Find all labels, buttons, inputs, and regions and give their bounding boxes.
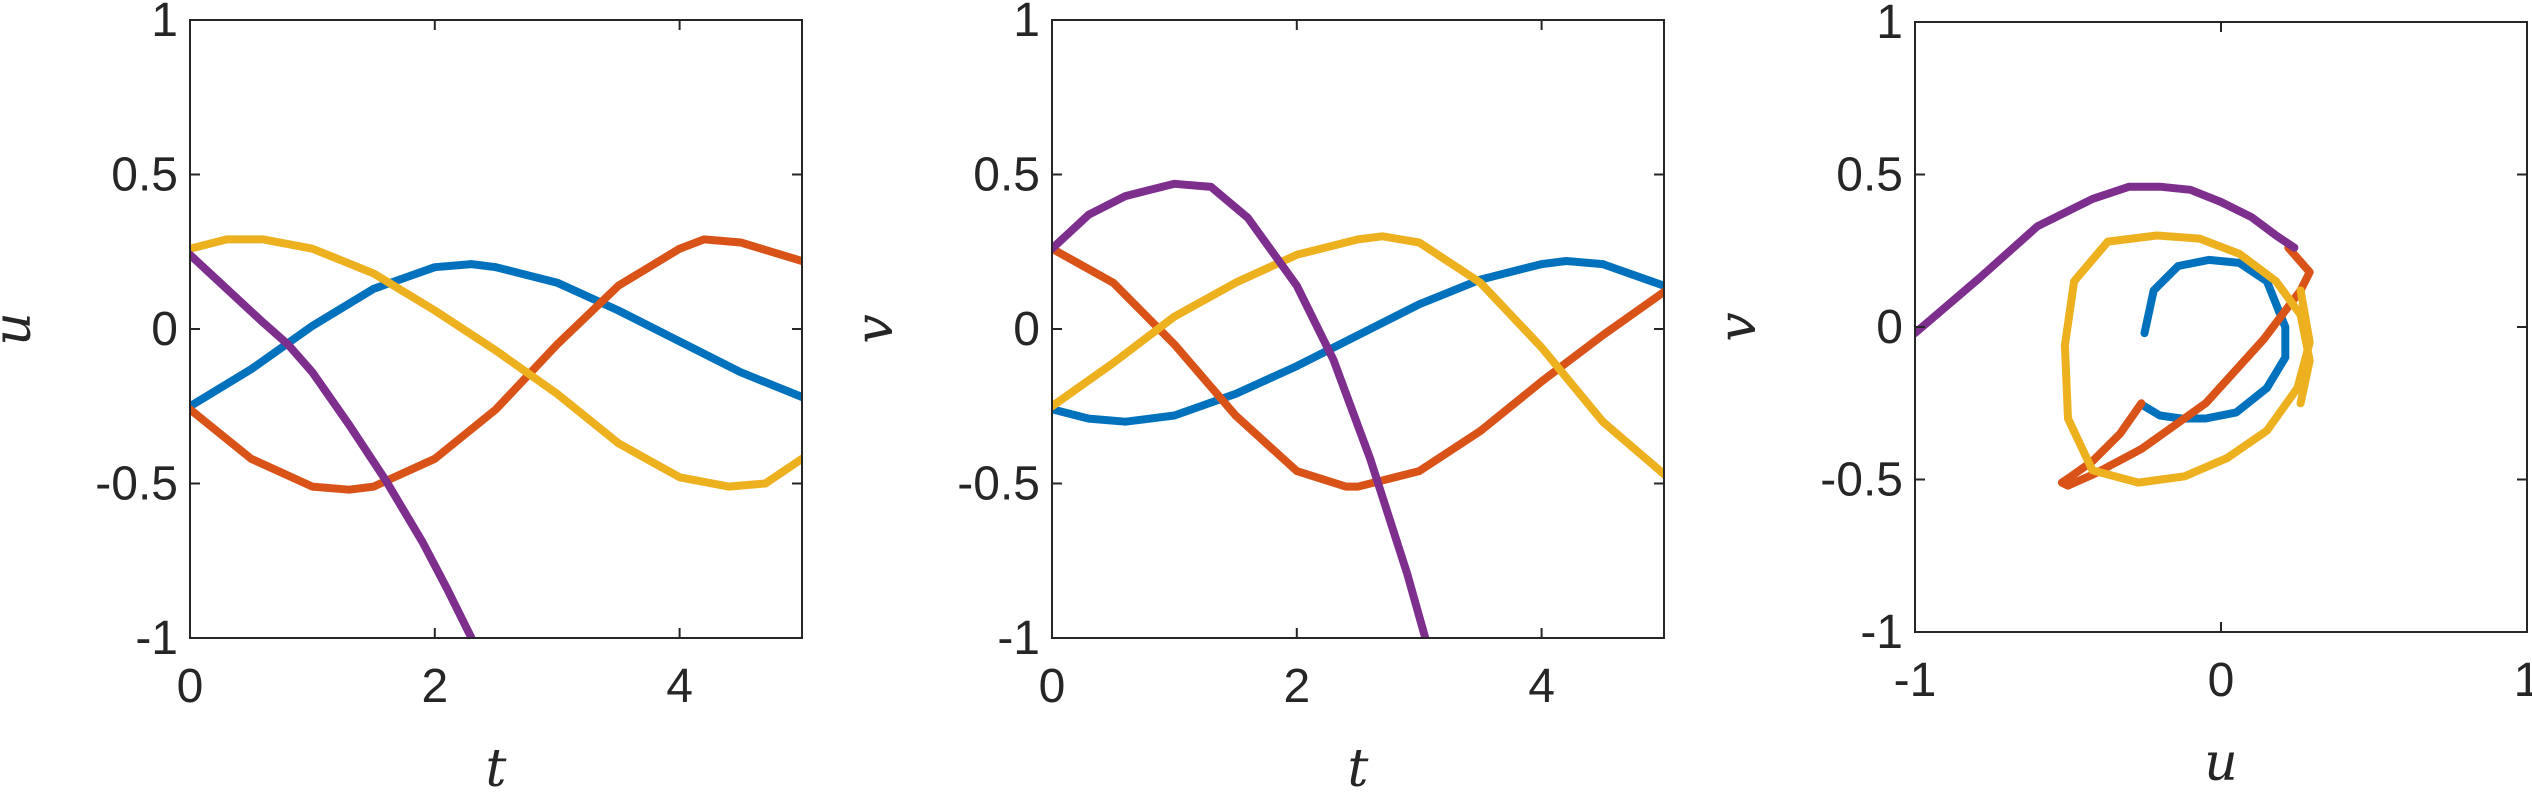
x-tick-label: 4: [1528, 660, 1555, 713]
series-line-1: [1052, 257, 1664, 426]
chart-panel-v-vs-u: -1 -0.5 0 0.5 1 -1 0 1 u v: [1708, 0, 2532, 793]
x-tick-label: 0: [177, 660, 204, 713]
x-tick-label: 2: [421, 660, 448, 713]
x-axis-label: t: [486, 739, 507, 794]
y-tick-label: 1: [151, 0, 178, 47]
x-tick-label: -1: [1894, 654, 1937, 707]
y-tick-label: -1: [1860, 606, 1903, 659]
x-axis-label: u: [2204, 733, 2238, 793]
y-tick-label: 0: [151, 303, 178, 356]
series-line-3: [2060, 231, 2314, 487]
y-tick-label: -0.5: [95, 458, 178, 511]
chart-panel-v-vs-t: -1 -0.5 0 0.5 1 0 2 4 t v: [845, 0, 1665, 794]
x-tick-label: 0: [2208, 654, 2235, 707]
x-tick-label: 0: [1039, 660, 1066, 713]
series-group: [1052, 179, 1664, 638]
chart-panel-u-vs-t: -1 -0.5 0 0.5 1 0 2 4 t u: [0, 0, 803, 794]
y-axis-label: v: [1708, 312, 1768, 341]
x-tick-label: 1: [2514, 654, 2532, 707]
axes-box: [1051, 19, 1665, 639]
axes-box: [189, 19, 803, 639]
series-line-3: [190, 235, 802, 491]
y-tick-label: 1: [1013, 0, 1040, 47]
series-group: [1915, 182, 2314, 490]
y-tick-label: 0.5: [1836, 149, 1903, 202]
y-tick-label: 0: [1013, 303, 1040, 356]
y-tick-label: 1: [1876, 0, 1903, 49]
y-tick-label: -0.5: [1820, 454, 1903, 507]
y-tick-label: -1: [135, 612, 178, 665]
x-axis-label: t: [1348, 739, 1369, 794]
series-line-2: [190, 235, 802, 494]
y-axis-label: u: [0, 312, 43, 346]
series-line-1: [190, 260, 802, 411]
y-axis-label: v: [845, 314, 905, 343]
series-line-4: [1915, 182, 2299, 338]
y-tick-label: 0.5: [973, 149, 1040, 202]
x-tick-label: 4: [666, 660, 693, 713]
y-tick-label: -0.5: [957, 458, 1040, 511]
series-line-4: [190, 250, 476, 638]
series-group: [190, 235, 802, 638]
y-tick-label: 0: [1876, 301, 1903, 354]
x-tick-label: 2: [1283, 660, 1310, 713]
series-line-3: [1052, 232, 1664, 479]
y-tick-label: 0.5: [111, 149, 178, 202]
y-tick-label: -1: [997, 612, 1040, 665]
axes-box: [1914, 21, 2528, 633]
series-line-2: [1052, 244, 1664, 491]
series-line-4: [1052, 179, 1430, 638]
